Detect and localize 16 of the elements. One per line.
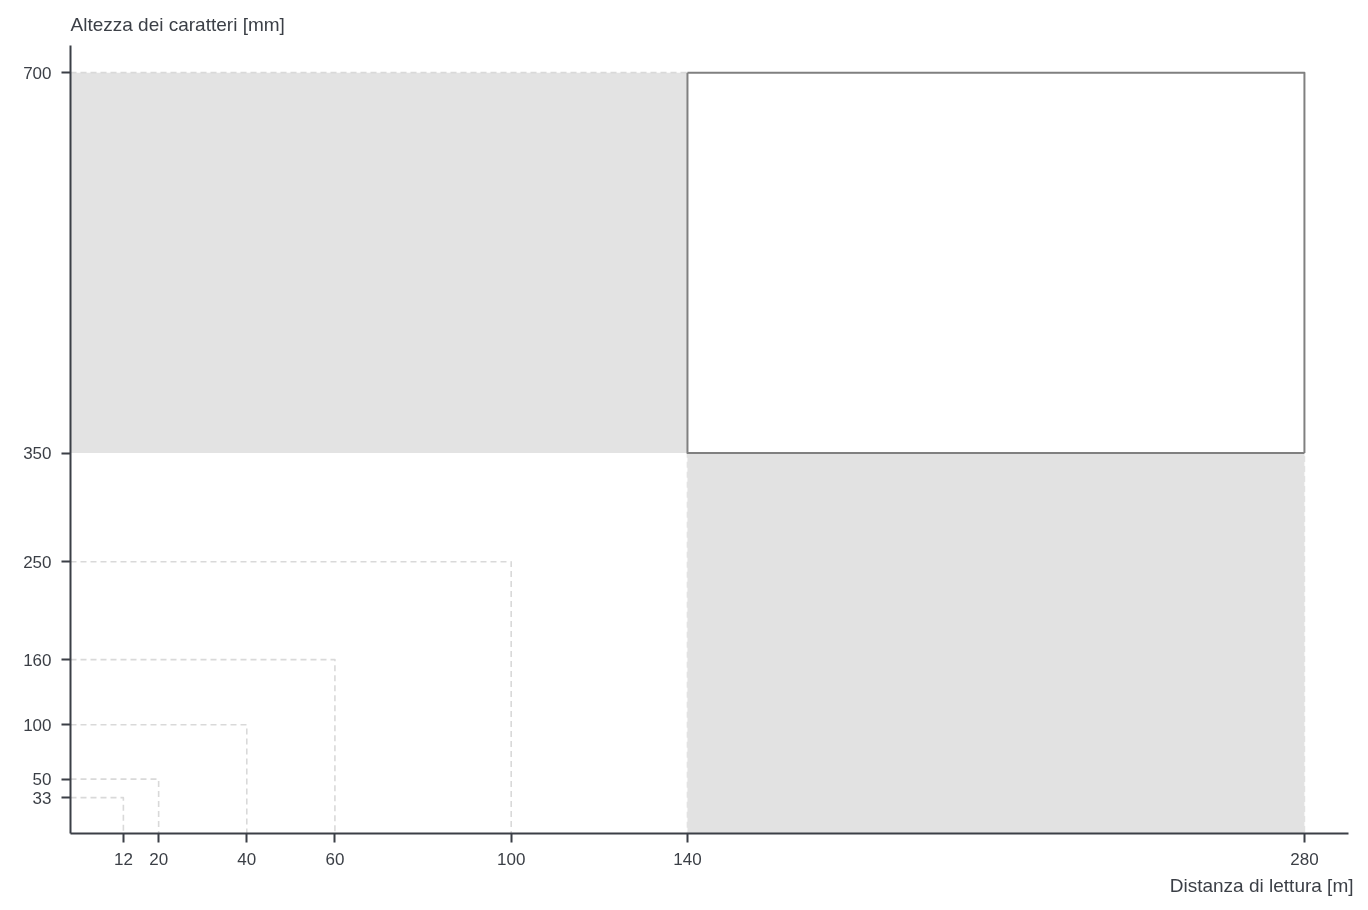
- y-tick-label: 33: [32, 788, 52, 808]
- x-tick-label: 100: [497, 849, 526, 869]
- x-axis-title: Distanza di lettura [m]: [1169, 874, 1354, 896]
- y-tick-label: 350: [23, 444, 52, 464]
- y-tick-label: 100: [23, 715, 52, 735]
- y-axis-title: Altezza dei caratteri [mm]: [70, 13, 285, 35]
- x-tick-label: 12: [113, 849, 133, 869]
- x-tick-label: 60: [325, 849, 345, 869]
- x-tick-label: 280: [1290, 849, 1319, 869]
- y-tick-label: 700: [23, 63, 52, 83]
- x-tick-label: 40: [237, 849, 257, 869]
- y-tick-label: 250: [23, 552, 52, 572]
- x-tick-label: 20: [149, 849, 169, 869]
- y-tick-label: 50: [32, 770, 52, 790]
- x-tick-label: 140: [673, 849, 702, 869]
- y-tick-label: 160: [23, 650, 52, 670]
